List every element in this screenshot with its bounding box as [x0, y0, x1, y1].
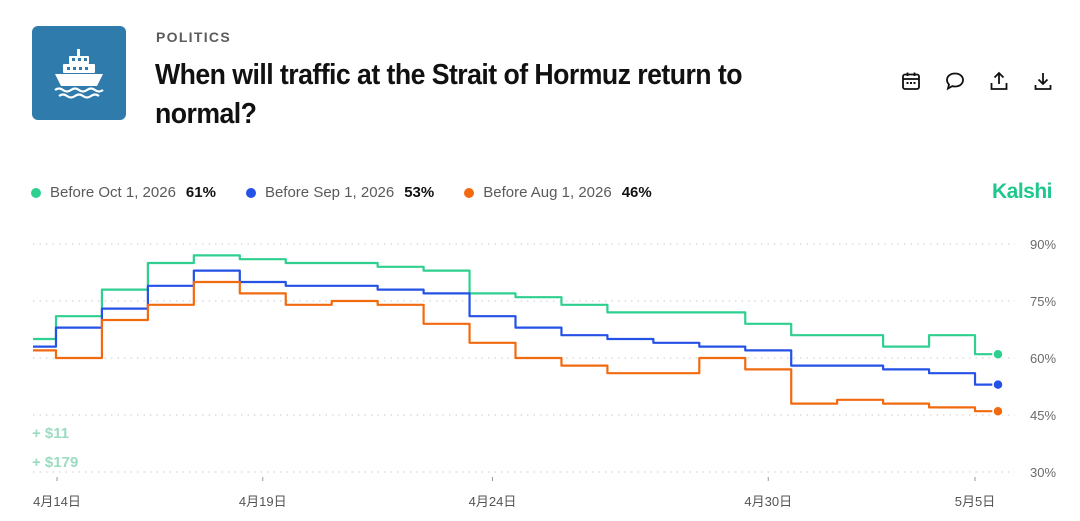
y-tick-label: 45%	[1030, 408, 1056, 423]
market-title: When will traffic at the Strait of Hormu…	[155, 59, 743, 130]
x-tick-label: 4月19日	[239, 494, 287, 509]
series-line[interactable]	[33, 254, 998, 356]
toolbar	[896, 66, 1058, 96]
x-tick-label: 5月5日	[955, 494, 995, 509]
market-logo	[32, 26, 126, 120]
calendar-icon	[902, 72, 920, 90]
download-button[interactable]	[1028, 66, 1058, 96]
legend-dot	[31, 187, 41, 198]
y-tick-label: 60%	[1030, 351, 1056, 366]
download-icon	[1034, 73, 1052, 90]
legend-item-aug[interactable]: Before Aug 1, 2026 46%	[464, 184, 652, 201]
y-tick-label: 90%	[1030, 237, 1056, 252]
legend-item-sep[interactable]: Before Sep 1, 2026 53%	[245, 184, 435, 201]
x-tick-label: 4月14日	[33, 494, 81, 509]
share-button[interactable]	[984, 66, 1014, 96]
kalshi-logo[interactable]: Kalshi	[992, 180, 1053, 203]
x-tick-label: 4月30日	[744, 494, 792, 509]
trade-note: + $11	[32, 425, 70, 442]
price-chart: 90% 75% 60% 45% 30% 4月14日 4月19日 4月24日 4月30日 5月5日	[33, 237, 1056, 509]
legend-label: Before Oct 1, 2026	[50, 184, 176, 201]
chart-legend: Before Oct 1, 2026 61% Before Sep 1, 202…	[31, 184, 652, 201]
comment-button[interactable]	[940, 66, 970, 96]
y-tick-label: 75%	[1030, 294, 1056, 309]
series-endpoint[interactable]	[992, 405, 1004, 417]
series-endpoint[interactable]	[992, 378, 1004, 391]
ship-icon	[54, 49, 104, 99]
legend-label: Before Sep 1, 2026	[264, 184, 395, 201]
calendar-button[interactable]	[896, 66, 926, 96]
x-tick-label: 4月24日	[469, 494, 517, 509]
legend-item-oct[interactable]: Before Oct 1, 2026 61%	[31, 184, 216, 201]
legend-value: 46%	[621, 184, 652, 201]
share-icon	[990, 71, 1008, 90]
legend-value: 61%	[185, 184, 216, 201]
legend-label: Before Aug 1, 2026	[483, 184, 612, 201]
series-endpoint[interactable]	[992, 348, 1004, 360]
y-tick-label: 30%	[1030, 465, 1056, 480]
trade-note: + $179	[32, 454, 79, 471]
legend-value: 53%	[404, 184, 435, 201]
market-category: POLITICS	[156, 29, 231, 45]
series-line[interactable]	[33, 280, 998, 413]
series-line[interactable]	[33, 269, 998, 386]
comment-icon	[946, 72, 964, 91]
legend-dot	[245, 187, 256, 198]
legend-dot	[464, 187, 475, 198]
